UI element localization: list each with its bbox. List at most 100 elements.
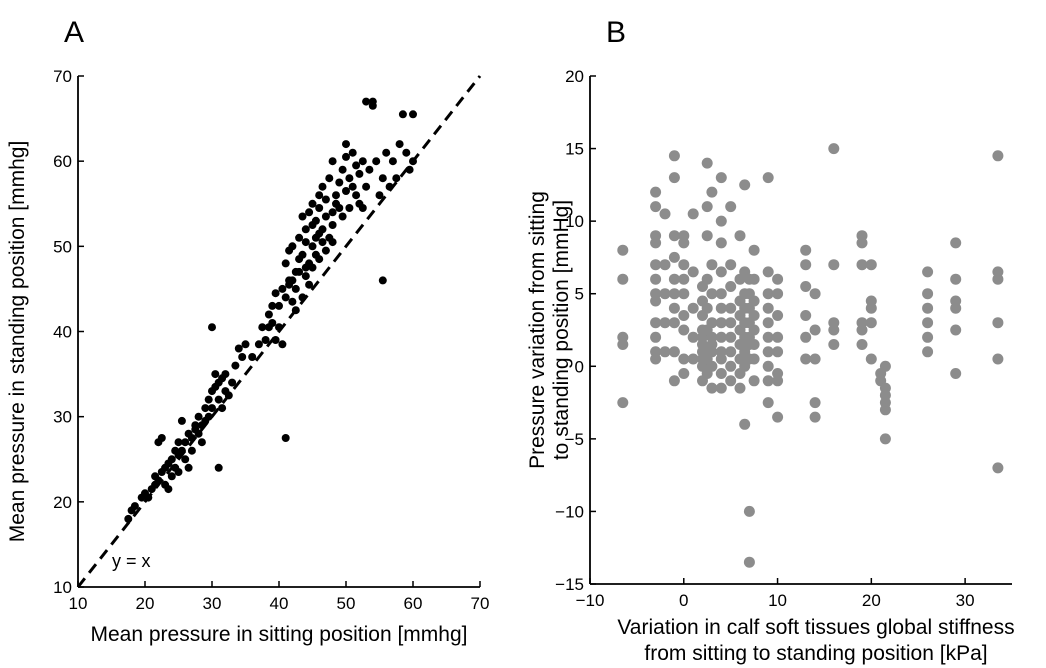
data-point xyxy=(800,281,812,292)
data-point xyxy=(281,434,290,442)
data-point xyxy=(617,244,629,256)
data-point xyxy=(772,346,784,358)
y-tick-label: 40 xyxy=(53,323,72,342)
data-point xyxy=(378,276,387,285)
data-point xyxy=(184,463,193,472)
data-point xyxy=(368,101,377,110)
data-point xyxy=(338,165,347,174)
x-tick-label: 10 xyxy=(768,591,787,610)
data-point xyxy=(617,273,629,285)
data-point xyxy=(372,157,381,166)
x-tick-label: 50 xyxy=(337,594,356,613)
data-point xyxy=(328,238,337,247)
data-point xyxy=(828,339,840,350)
data-point xyxy=(668,251,680,263)
data-point xyxy=(187,446,196,455)
data-point xyxy=(748,244,760,256)
data-point xyxy=(701,273,713,285)
data-point xyxy=(715,331,727,343)
data-point xyxy=(288,242,297,251)
data-point xyxy=(659,208,671,220)
data-point xyxy=(865,317,877,329)
data-point xyxy=(308,199,317,208)
data-point xyxy=(678,368,690,379)
data-point xyxy=(748,310,760,321)
data-point xyxy=(208,323,216,332)
data-point xyxy=(678,273,690,285)
data-point xyxy=(409,110,417,119)
y-tick-label: −5 xyxy=(565,430,584,449)
data-point xyxy=(706,259,718,271)
data-point xyxy=(301,238,310,247)
data-point xyxy=(748,295,760,307)
data-point xyxy=(772,331,784,343)
x-tick-label: 40 xyxy=(270,594,289,613)
data-point xyxy=(362,97,371,106)
data-point xyxy=(204,412,213,421)
data-point xyxy=(194,412,203,421)
data-point xyxy=(650,201,662,213)
data-point xyxy=(879,433,891,445)
data-point xyxy=(879,404,891,416)
data-point xyxy=(668,375,680,387)
data-point xyxy=(201,404,210,413)
data-point xyxy=(725,281,737,292)
data-point xyxy=(650,273,662,285)
data-point xyxy=(725,375,737,387)
data-point xyxy=(214,463,223,472)
data-point xyxy=(772,288,784,300)
data-point xyxy=(668,150,680,162)
data-point xyxy=(335,178,344,187)
data-point xyxy=(678,288,690,300)
data-point xyxy=(174,438,183,447)
data-point xyxy=(271,289,280,298)
data-point xyxy=(174,468,183,476)
data-point xyxy=(856,237,868,249)
data-point xyxy=(234,344,243,353)
data-point xyxy=(659,288,671,300)
data-point xyxy=(734,230,746,242)
panel-b-y-axis-label-line-1: Pressure variation from sitting xyxy=(526,191,549,469)
data-point xyxy=(856,324,868,336)
data-point xyxy=(715,382,727,394)
data-point xyxy=(231,361,240,370)
data-point xyxy=(701,302,713,314)
data-point xyxy=(338,212,347,221)
data-point xyxy=(358,204,367,212)
data-point xyxy=(668,273,680,285)
panel-b-x-axis-label-line-2: from sitting to standing position [kPa] xyxy=(644,642,987,665)
data-point xyxy=(650,237,662,249)
data-point xyxy=(668,317,680,329)
data-point xyxy=(352,191,361,200)
data-point xyxy=(197,438,206,447)
x-tick-label: 10 xyxy=(69,594,88,613)
data-point xyxy=(318,182,327,191)
data-point xyxy=(701,201,713,213)
x-tick-label: 0 xyxy=(679,591,688,610)
data-point xyxy=(678,324,690,336)
data-point xyxy=(378,174,387,183)
data-point xyxy=(281,293,290,302)
y-tick-label: 30 xyxy=(53,408,72,427)
data-point xyxy=(687,302,699,314)
data-point xyxy=(725,346,737,358)
y-tick-label: 50 xyxy=(53,237,72,256)
data-point xyxy=(395,140,404,149)
data-point xyxy=(809,411,821,423)
data-point xyxy=(301,272,310,281)
panel-a-x-axis-label: Mean pressure in sitting position [mmhg] xyxy=(90,623,467,646)
data-point xyxy=(865,259,877,271)
data-point xyxy=(650,295,662,307)
data-point xyxy=(701,157,713,169)
panel-b-x-ticks: −10 0 10 20 30 xyxy=(576,578,975,610)
data-point xyxy=(375,191,384,200)
data-point xyxy=(725,317,737,329)
y-tick-label: 20 xyxy=(53,493,72,512)
data-point xyxy=(715,237,727,249)
y-tick-label: 60 xyxy=(53,152,72,171)
data-point xyxy=(177,416,186,425)
identity-line-label: y = x xyxy=(112,551,151,571)
data-point xyxy=(856,339,868,350)
data-point xyxy=(305,280,314,289)
data-point xyxy=(715,172,727,184)
